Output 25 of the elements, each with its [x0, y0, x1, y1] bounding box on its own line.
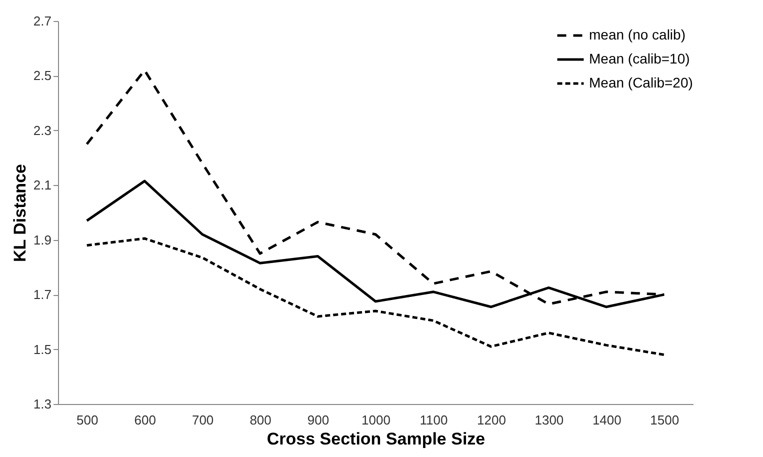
y-tick-label: 1.9 — [33, 232, 52, 248]
y-axis-title: KL Distance — [10, 164, 30, 262]
x-tick-label: 1000 — [362, 412, 390, 428]
x-tick-label: 1300 — [534, 412, 564, 428]
y-tick-label: 1.7 — [33, 287, 52, 302]
y-tick-label: 2.5 — [33, 68, 52, 84]
x-tick-label: 500 — [76, 412, 98, 428]
y-tick-label: 1.5 — [33, 342, 52, 357]
x-axis-title: Cross Section Sample Size — [266, 430, 486, 448]
legend-label: mean (no calib) — [589, 26, 686, 42]
y-tick-label: 2.3 — [33, 122, 52, 138]
x-tick-label: 700 — [192, 412, 214, 428]
y-tick-label: 2.7 — [33, 14, 52, 28]
x-tick-label: 600 — [134, 412, 156, 428]
y-tick-label: 2.1 — [33, 178, 52, 193]
x-tick-label: 1500 — [650, 412, 680, 428]
x-tick-label: 1400 — [592, 412, 622, 428]
y-tick-label: 1.3 — [33, 396, 52, 412]
x-tick-label: 900 — [307, 412, 330, 428]
legend-label: Mean (Calib=20) — [589, 74, 693, 90]
x-tick-label: 1100 — [420, 412, 448, 428]
x-tick-label: 800 — [250, 412, 272, 428]
legend-label: Mean (calib=10) — [589, 50, 690, 66]
x-tick-label: 1200 — [476, 412, 506, 428]
line-series — [86, 237, 666, 356]
